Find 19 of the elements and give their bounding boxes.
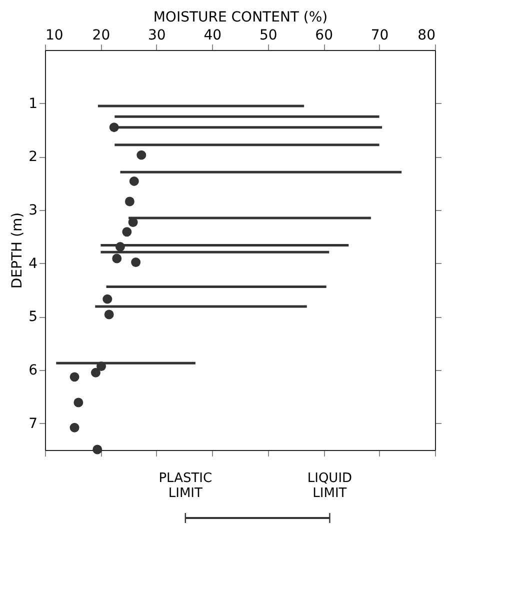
y-tick-label: 6 — [28, 362, 38, 378]
y-tick-label: 5 — [28, 309, 38, 326]
x-tick-label: 10 — [46, 28, 64, 44]
y-tick-label: 1 — [28, 96, 38, 112]
text: PLASTIC LIMIT — [158, 471, 212, 501]
x-tick-label: 30 — [148, 28, 166, 44]
x-tick-label: 50 — [259, 28, 278, 44]
y-tick-label: 4 — [28, 256, 38, 272]
text: LIQUID LIMIT — [307, 471, 352, 501]
x-tick-label: 20 — [92, 28, 110, 44]
x-tick-label: 70 — [370, 28, 389, 44]
x-tick-label: 40 — [204, 28, 222, 44]
x-tick-label: 80 — [418, 28, 436, 44]
x-tick-label: 60 — [315, 28, 333, 44]
y-tick-label: 2 — [28, 149, 38, 166]
y-tick-label: 3 — [28, 202, 38, 218]
y-tick-label: 7 — [28, 416, 38, 432]
x-axis-title: MOISTURE CONTENT (%) — [153, 10, 328, 26]
y-axis-title: DEPTH (m) — [10, 212, 26, 289]
